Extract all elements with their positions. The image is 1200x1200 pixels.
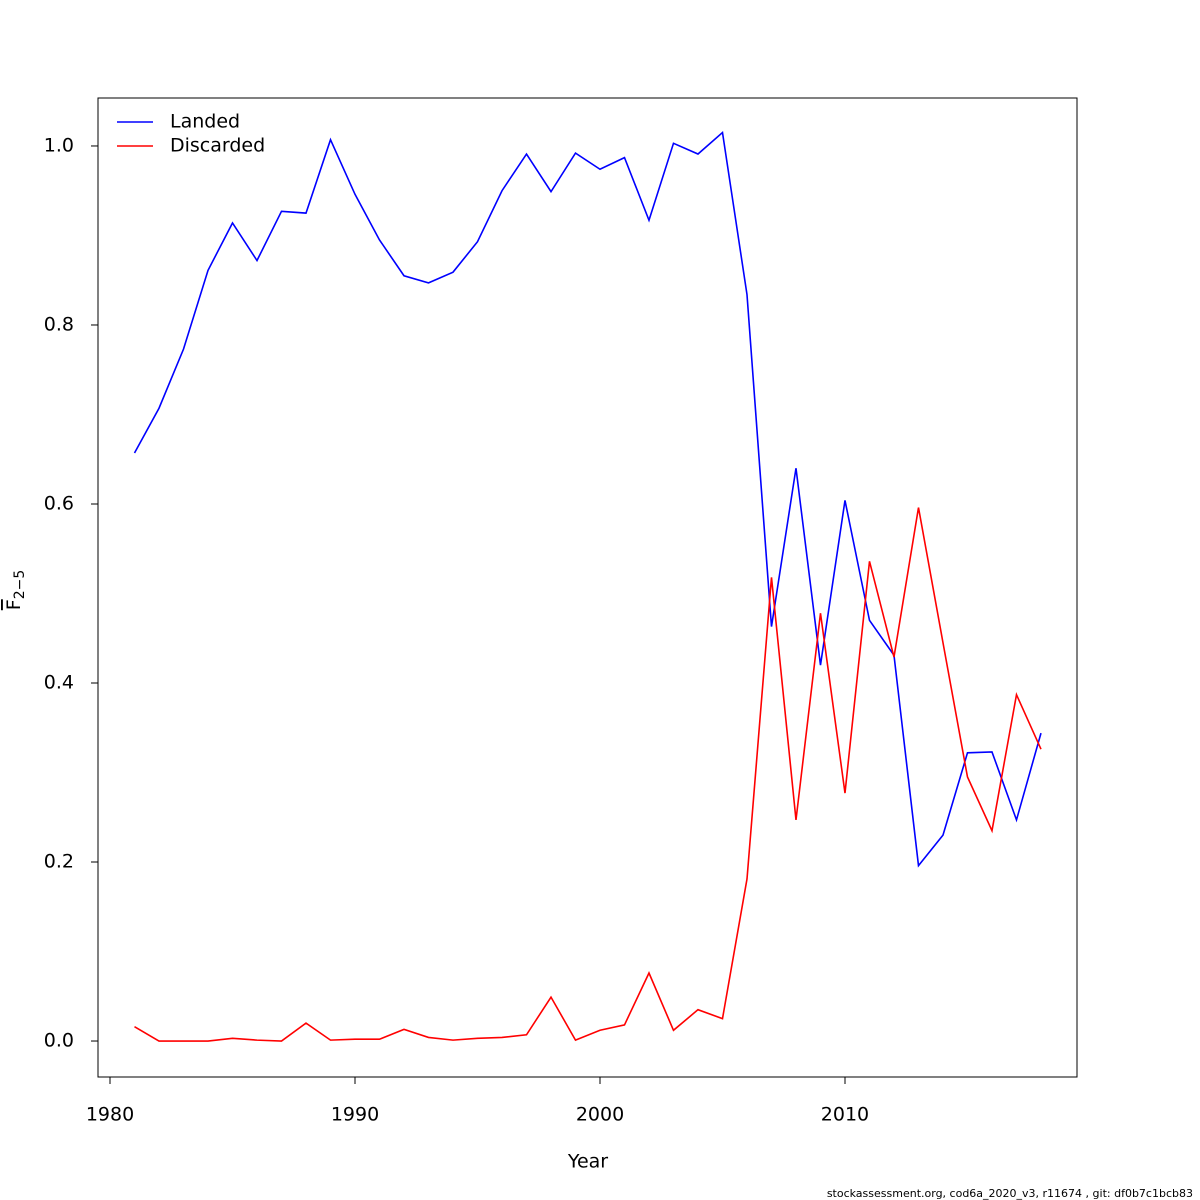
plot-box xyxy=(97,97,1078,1078)
x-tick-label: 2000 xyxy=(576,1104,624,1126)
x-tick-label: 1990 xyxy=(331,1104,379,1126)
y-tick-label: 1.0 xyxy=(44,134,74,156)
y-label-subscript: 2−5 xyxy=(12,570,28,600)
legend-label: Landed xyxy=(170,111,240,133)
y-axis-label-text: F2−5 xyxy=(3,570,29,610)
legend-label: Discarded xyxy=(170,135,265,157)
footnote: stockassessment.org, cod6a_2020_v3, r116… xyxy=(827,1187,1193,1200)
y-tick-label: 0.2 xyxy=(44,851,74,873)
y-label-main: F xyxy=(3,599,25,610)
y-tick-label: 0.8 xyxy=(44,313,74,335)
series-line xyxy=(133,130,1042,868)
y-tick-label: 0.0 xyxy=(44,1030,74,1052)
x-tick-label: 2010 xyxy=(821,1104,869,1126)
x-axis-label: Year xyxy=(567,1151,608,1173)
y-axis-label: F2−5 xyxy=(3,570,29,610)
y-tick-label: 0.4 xyxy=(44,672,74,694)
series-line xyxy=(134,507,1042,1042)
y-tick-label: 0.6 xyxy=(44,492,74,514)
x-tick-label: 1980 xyxy=(86,1104,134,1126)
